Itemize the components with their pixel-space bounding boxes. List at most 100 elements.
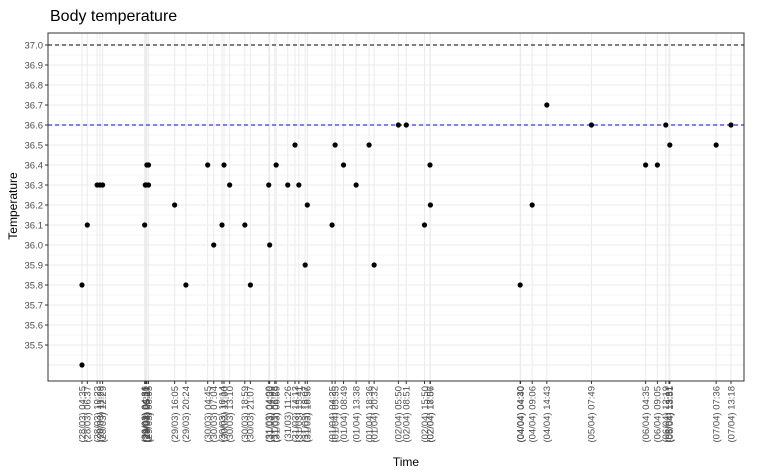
- x-tick-label: (04/04) 14:43: [542, 386, 553, 443]
- y-tick-label: 36.5: [25, 140, 44, 151]
- y-tick-label: 36.7: [25, 100, 44, 111]
- x-tick-label: (06/04) 13:51: [665, 386, 676, 443]
- x-tick-label: (02/04) 17:57: [425, 386, 436, 443]
- y-tick-label: 35.8: [25, 280, 44, 291]
- x-tick-label: (31/03) 18:07: [300, 386, 311, 443]
- x-tick-label: (04/04) 09:06: [527, 386, 538, 443]
- plot-panel: [48, 33, 744, 381]
- y-tick-label: 35.9: [25, 260, 44, 271]
- data-point: [266, 182, 272, 188]
- data-point: [142, 222, 148, 228]
- data-point: [79, 362, 85, 368]
- x-tick-label: (31/03) 06:28: [270, 386, 281, 443]
- x-tick-label: (06/04) 09:05: [653, 386, 664, 443]
- x-tick-label: (01/04) 04:25: [327, 386, 338, 443]
- x-tick-label: (07/04) 13:18: [726, 386, 737, 443]
- data-point: [296, 182, 302, 188]
- x-tick-label: (31/03) 04:30: [265, 386, 276, 443]
- x-tick-label: (06/04) 04:35: [641, 386, 652, 443]
- data-point: [247, 282, 253, 288]
- x-tick-label: (31/03) 15:41: [294, 386, 305, 443]
- data-point: [421, 222, 428, 228]
- x-tick-label: (02/04) 08:51: [402, 386, 413, 443]
- data-point: [728, 122, 734, 128]
- x-tick-label: (29/03) 20:24: [181, 386, 192, 443]
- data-point: [427, 202, 433, 208]
- y-tick-label: 35.5: [25, 340, 44, 351]
- x-tick-label: (31/03) 14:13: [290, 386, 301, 443]
- data-point: [302, 262, 308, 268]
- data-point: [292, 142, 298, 148]
- data-point: [643, 162, 649, 168]
- reference-lines: [48, 44, 744, 126]
- x-tick-label: (29/03) 04:36: [140, 386, 151, 443]
- data-point: [529, 202, 535, 208]
- x-tick-label: (29/03) 04:51: [141, 386, 152, 443]
- data-point: [84, 222, 90, 228]
- x-tick-label: (28/03) 04:35: [77, 386, 88, 443]
- data-point: [663, 122, 669, 128]
- x-tick-label: (02/04) 15:50: [420, 386, 431, 443]
- x-tick-label: (29/03) 05:11: [141, 386, 152, 442]
- y-tick-label: 36.9: [25, 60, 44, 71]
- grid: [48, 33, 744, 381]
- data-point: [544, 102, 550, 108]
- data-point: [654, 162, 660, 168]
- x-tick-label: (30/03) 04:45: [203, 386, 214, 443]
- x-tick-label: (01/04) 18:36: [364, 386, 375, 443]
- data-point: [366, 142, 372, 148]
- y-tick-label: 36.1: [25, 220, 44, 231]
- y-tick-label: 35.6: [25, 320, 44, 331]
- x-tick-label: (02/04) 05:50: [394, 386, 405, 443]
- y-tick-label: 36.0: [25, 240, 44, 251]
- data-point: [267, 242, 273, 248]
- data-point: [100, 182, 106, 188]
- data-point: [172, 202, 178, 208]
- data-point: [183, 282, 189, 288]
- x-tick-label: (31/03) 11:26: [283, 386, 294, 442]
- data-point: [395, 122, 401, 128]
- data-point: [517, 282, 523, 288]
- x-tick-label: (28/03) 11:29: [95, 386, 106, 442]
- x-tick-label: (29/03) 06:05: [144, 386, 155, 443]
- data-point: [285, 182, 291, 188]
- x-tick-label: (04/04) 04:30: [515, 386, 526, 443]
- x-tick-label: (30/03) 21:07: [246, 386, 257, 443]
- data-point: [713, 142, 719, 148]
- x-tick-label: (28/03) 12:29: [98, 386, 109, 443]
- x-tick-label: (01/04) 08:49: [339, 386, 350, 443]
- panel-border: [47, 32, 745, 382]
- x-tick-label: (07/04) 07:36: [711, 386, 722, 443]
- data-point: [273, 162, 279, 168]
- x-tick-label: (30/03) 10:14: [217, 386, 228, 443]
- data-point: [211, 242, 217, 248]
- data-point: [227, 182, 233, 188]
- x-tick-label: (30/03) 07:04: [209, 386, 220, 443]
- x-tick-label: (28/03) 10:23: [92, 386, 103, 443]
- x-tick-label: (01/04) 05:35: [330, 386, 341, 443]
- y-tick-label: 37.0: [25, 40, 44, 51]
- y-tick-label: 36.3: [25, 180, 44, 191]
- data-point: [219, 222, 225, 228]
- data-point: [145, 162, 152, 168]
- x-tick-label: (06/04) 12:19: [661, 386, 672, 443]
- data-point: [332, 142, 338, 148]
- x-tick-label: (28/03) 06:37: [83, 386, 94, 443]
- x-tick-label: (30/03) 13:10: [225, 386, 236, 443]
- y-tick-label: 35.7: [25, 300, 44, 311]
- chart-title: Body temperature: [50, 8, 177, 25]
- data-point: [427, 162, 433, 168]
- x-axis-title: Time: [393, 455, 420, 469]
- y-tick-label: 36.2: [25, 200, 44, 211]
- x-tick-label: (05/04) 07:49: [587, 386, 598, 443]
- data-point: [667, 142, 673, 148]
- x-tick-labels: (28/03) 04:35(28/03) 06:37(28/03) 10:23(…: [77, 381, 737, 443]
- x-tick-label: (31/03) 18:56: [303, 386, 314, 443]
- x-tick-label: (04/04) 04:40: [516, 386, 527, 443]
- data-point: [145, 182, 152, 188]
- data-point: [329, 222, 335, 228]
- data-point: [403, 122, 409, 128]
- x-tick-label: (30/03) 18:59: [240, 386, 251, 443]
- data-point: [304, 202, 310, 208]
